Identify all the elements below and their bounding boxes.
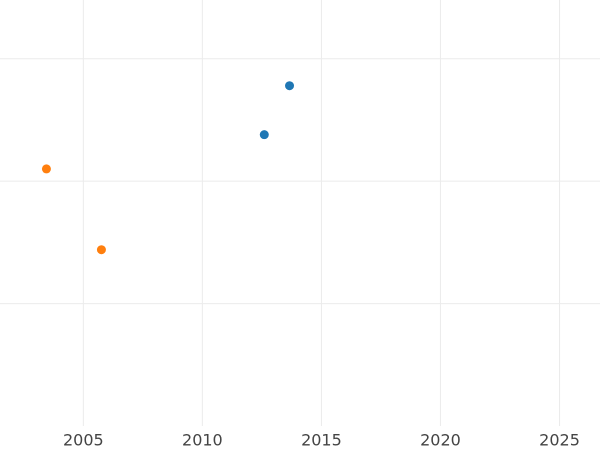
x-tick-label: 2025 [539,431,580,450]
x-tick-label: 2015 [301,431,342,450]
x-tick-label: 2005 [63,431,104,450]
point [41,164,51,174]
point [259,130,269,140]
point [96,245,106,255]
point [285,81,295,91]
x-tick-label: 2020 [420,431,461,450]
x-tick-label: 2010 [182,431,223,450]
